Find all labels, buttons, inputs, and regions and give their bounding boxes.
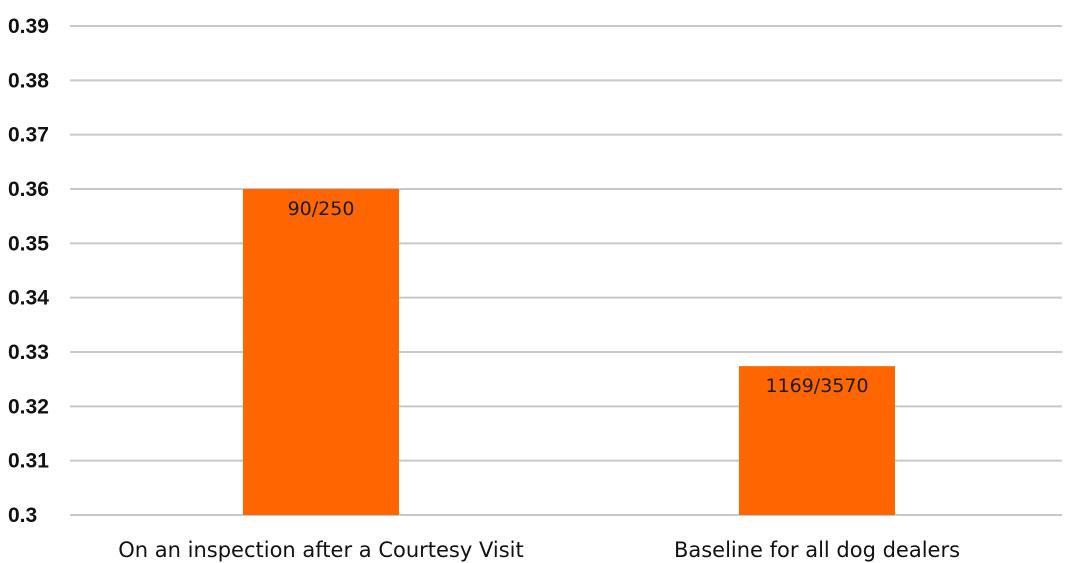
y-axis-ticks: 0.3 0.31 0.32 0.33 0.34 0.35 0.36 0.37 0.38 0.39 <box>8 15 49 527</box>
x-axis-categories: On an inspection after a Courtesy Visit B… <box>118 538 960 562</box>
y-tick-label: 0.31 <box>8 450 49 473</box>
bars <box>243 189 895 515</box>
x-category-label: Baseline for all dog dealers <box>674 538 960 562</box>
bar-data-label: 1169/3570 <box>765 375 868 397</box>
y-tick-label: 0.38 <box>8 69 49 92</box>
y-tick-label: 0.3 <box>8 504 37 527</box>
bar-data-label: 90/250 <box>288 198 355 220</box>
y-tick-label: 0.34 <box>8 287 49 310</box>
x-category-label: On an inspection after a Courtesy Visit <box>118 538 523 562</box>
bar-data-labels: 90/250 1169/3570 <box>288 198 869 397</box>
y-tick-label: 0.32 <box>8 395 49 418</box>
y-tick-label: 0.39 <box>8 15 49 38</box>
y-tick-label: 0.35 <box>8 232 49 255</box>
y-tick-label: 0.37 <box>8 124 49 147</box>
y-tick-label: 0.33 <box>8 341 49 364</box>
y-tick-label: 0.36 <box>8 178 49 201</box>
bar <box>739 366 895 515</box>
gridlines <box>70 25 1062 516</box>
bar <box>243 189 399 515</box>
